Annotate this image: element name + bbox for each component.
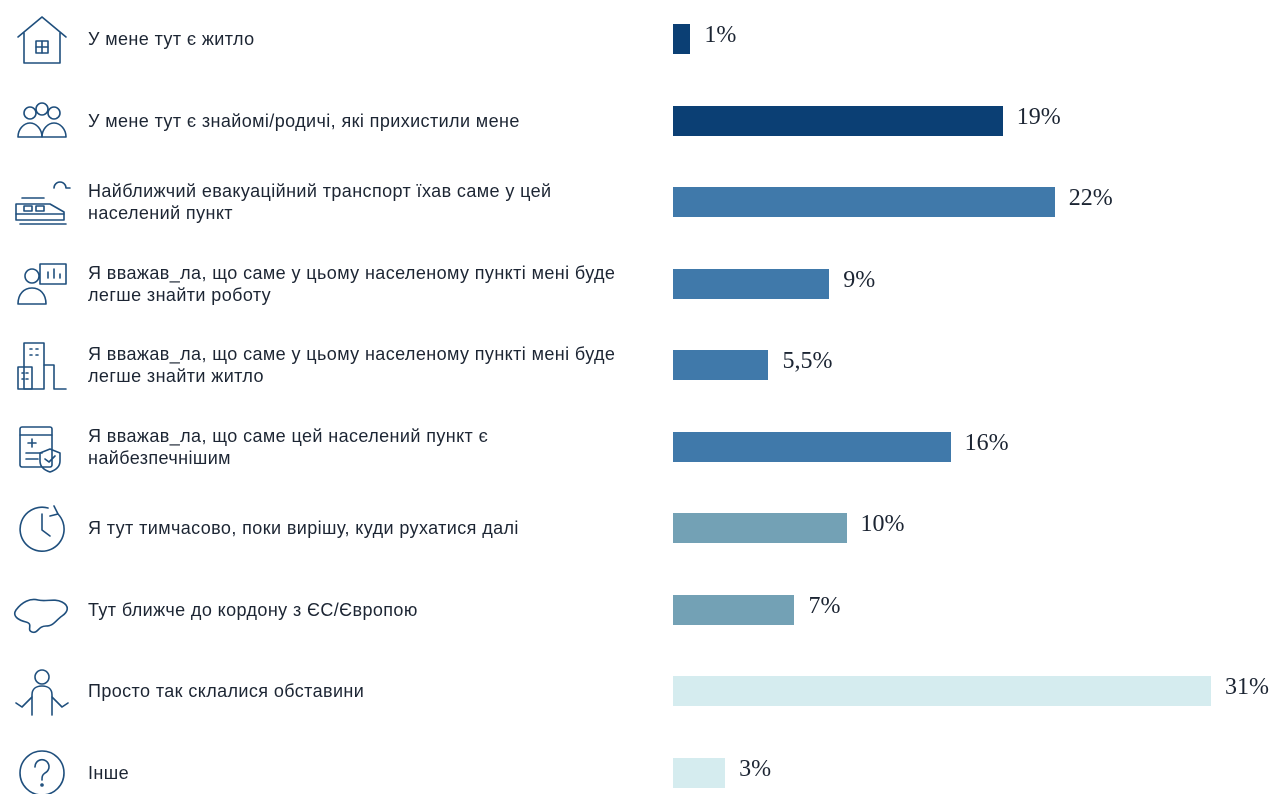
icon [17,101,67,138]
value-label: 1% [704,22,737,48]
category-label: Тут ближче до кордону з ЄС/Європою [88,599,418,620]
value-label: 22% [1068,185,1113,211]
category-label: Я вважав_ла, що саме у цьому населеному … [88,262,616,305]
row: У мене тут є житло 1% [0,0,1278,79]
category-label: Я вважав_ла, що саме у цьому населеному … [88,344,616,386]
value-label: 3% [739,755,772,782]
bar [673,757,726,788]
value-label: 31% [1225,674,1269,700]
value-label: 19% [1016,103,1061,130]
icon [13,598,69,633]
value-label: 5,5% [782,348,833,374]
bar [673,676,1211,706]
row: Я тут тимчасово, поки вирішу, куди рухат… [0,488,1278,568]
row: Я вважав_ла, що саме цей населений пункт… [0,407,1278,487]
value-label: 9% [843,266,876,293]
category-label: Я тут тимчасово, поки вирішу, куди рухат… [88,518,519,538]
value-label: 16% [964,429,1009,456]
bar [673,24,691,54]
category-label: У мене тут є знайомі/родичі, які прихист… [88,110,520,131]
bar [673,513,847,543]
bar [673,350,769,380]
icon [19,749,65,794]
value-label: 7% [808,592,841,619]
row: У мене тут є знайомі/родичі, які прихист… [0,81,1278,161]
row: Найближчий евакуаційний транспорт їхав с… [0,162,1278,242]
bar [673,268,830,299]
row: Я вважав_ла, що саме у цьому населеному … [0,244,1278,324]
category-label: Просто так склалися обставини [88,681,365,701]
row: Я вважав_ла, що саме у цьому населеному … [0,325,1278,405]
icon [17,16,67,64]
category-label: У мене тут є житло [88,29,255,49]
category-label: Найближчий евакуаційний транспорт їхав с… [88,181,552,223]
icon [15,669,69,716]
bar [673,594,795,625]
category-label: Інше [88,762,129,783]
icon [17,262,67,305]
row: Тут ближче до кордону з ЄС/Європою 7% [0,570,1278,650]
category-label: Я вважав_ла, що саме цей населений пункт… [88,425,489,468]
bar [673,187,1055,217]
icon [15,181,71,225]
bar [673,431,951,462]
icon [17,342,67,390]
bar [673,105,1003,136]
icon [19,505,65,552]
row: Просто так склалися обставини 31% [0,651,1278,731]
icon [19,425,61,473]
value-label: 10% [860,511,905,537]
row: Інше 3% [0,733,1278,794]
